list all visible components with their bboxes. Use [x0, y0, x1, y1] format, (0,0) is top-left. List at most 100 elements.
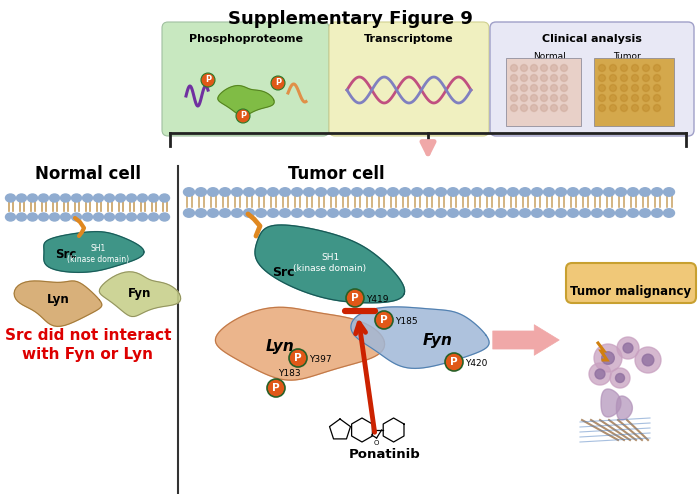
- FancyBboxPatch shape: [490, 22, 694, 136]
- Circle shape: [510, 105, 517, 112]
- Circle shape: [620, 75, 627, 82]
- Ellipse shape: [640, 209, 650, 217]
- Polygon shape: [617, 396, 632, 420]
- Circle shape: [521, 65, 528, 72]
- Ellipse shape: [664, 209, 675, 217]
- Circle shape: [531, 84, 538, 91]
- Ellipse shape: [592, 188, 603, 196]
- Circle shape: [598, 75, 606, 82]
- Circle shape: [521, 84, 528, 91]
- Circle shape: [598, 105, 606, 112]
- Ellipse shape: [603, 188, 615, 196]
- Text: P: P: [205, 76, 211, 84]
- Ellipse shape: [207, 188, 218, 196]
- Circle shape: [550, 84, 557, 91]
- Ellipse shape: [484, 209, 494, 217]
- Ellipse shape: [94, 194, 104, 202]
- Text: Supplementary Figure 9: Supplementary Figure 9: [228, 10, 472, 28]
- Ellipse shape: [543, 209, 554, 217]
- Circle shape: [643, 105, 650, 112]
- Text: Ponatinib: Ponatinib: [349, 448, 421, 461]
- Circle shape: [610, 368, 630, 388]
- Circle shape: [550, 105, 557, 112]
- Circle shape: [594, 344, 622, 372]
- Ellipse shape: [447, 209, 458, 217]
- Ellipse shape: [580, 209, 591, 217]
- Ellipse shape: [424, 188, 435, 196]
- Circle shape: [610, 75, 617, 82]
- Text: Normal: Normal: [533, 52, 566, 61]
- Circle shape: [510, 75, 517, 82]
- Circle shape: [610, 65, 617, 72]
- Ellipse shape: [340, 188, 351, 196]
- Ellipse shape: [531, 209, 542, 217]
- Ellipse shape: [304, 188, 314, 196]
- Ellipse shape: [148, 213, 158, 221]
- Circle shape: [642, 354, 654, 366]
- Circle shape: [510, 65, 517, 72]
- Circle shape: [521, 75, 528, 82]
- Circle shape: [643, 94, 650, 101]
- Ellipse shape: [17, 213, 27, 221]
- Circle shape: [643, 65, 650, 72]
- Ellipse shape: [6, 213, 15, 221]
- Ellipse shape: [412, 188, 423, 196]
- Ellipse shape: [375, 209, 386, 217]
- Text: SH1
(kinase domain): SH1 (kinase domain): [293, 253, 367, 273]
- Circle shape: [510, 94, 517, 101]
- Ellipse shape: [71, 194, 81, 202]
- Ellipse shape: [412, 209, 423, 217]
- Circle shape: [620, 84, 627, 91]
- Text: Tumor malignancy: Tumor malignancy: [570, 285, 692, 298]
- Ellipse shape: [556, 188, 566, 196]
- Circle shape: [598, 65, 606, 72]
- Circle shape: [561, 75, 568, 82]
- Ellipse shape: [580, 188, 591, 196]
- Circle shape: [620, 65, 627, 72]
- Text: P: P: [272, 383, 280, 393]
- Ellipse shape: [94, 213, 104, 221]
- Text: Clinical analysis: Clinical analysis: [542, 34, 642, 44]
- Circle shape: [521, 94, 528, 101]
- Text: Y419: Y419: [366, 294, 389, 303]
- Ellipse shape: [447, 188, 458, 196]
- Circle shape: [510, 84, 517, 91]
- Ellipse shape: [531, 188, 542, 196]
- Ellipse shape: [388, 209, 398, 217]
- Ellipse shape: [116, 213, 125, 221]
- Ellipse shape: [519, 188, 531, 196]
- Text: Src: Src: [272, 266, 294, 280]
- Ellipse shape: [183, 188, 195, 196]
- Circle shape: [610, 84, 617, 91]
- Circle shape: [635, 347, 661, 373]
- Circle shape: [654, 105, 661, 112]
- Circle shape: [550, 65, 557, 72]
- Text: P: P: [294, 353, 302, 363]
- Ellipse shape: [652, 188, 662, 196]
- FancyArrowPatch shape: [493, 325, 559, 355]
- Ellipse shape: [38, 213, 48, 221]
- Circle shape: [540, 84, 547, 91]
- Text: Phosphoproteome: Phosphoproteome: [188, 34, 302, 44]
- Ellipse shape: [615, 209, 626, 217]
- Text: Src did not interact
with Fyn or Lyn: Src did not interact with Fyn or Lyn: [5, 328, 172, 362]
- Ellipse shape: [568, 209, 578, 217]
- Circle shape: [531, 94, 538, 101]
- Circle shape: [346, 289, 364, 307]
- Ellipse shape: [627, 188, 638, 196]
- Ellipse shape: [116, 194, 125, 202]
- Ellipse shape: [316, 188, 326, 196]
- Text: Fyn: Fyn: [423, 332, 453, 347]
- Circle shape: [654, 75, 661, 82]
- Ellipse shape: [363, 209, 374, 217]
- Circle shape: [620, 94, 627, 101]
- Ellipse shape: [160, 213, 169, 221]
- Circle shape: [236, 109, 250, 123]
- Polygon shape: [601, 389, 621, 417]
- Text: P: P: [380, 315, 388, 325]
- Ellipse shape: [291, 188, 302, 196]
- Circle shape: [610, 94, 617, 101]
- Text: Y420: Y420: [465, 359, 487, 368]
- Text: Tumor: Tumor: [612, 52, 640, 61]
- Ellipse shape: [304, 209, 314, 217]
